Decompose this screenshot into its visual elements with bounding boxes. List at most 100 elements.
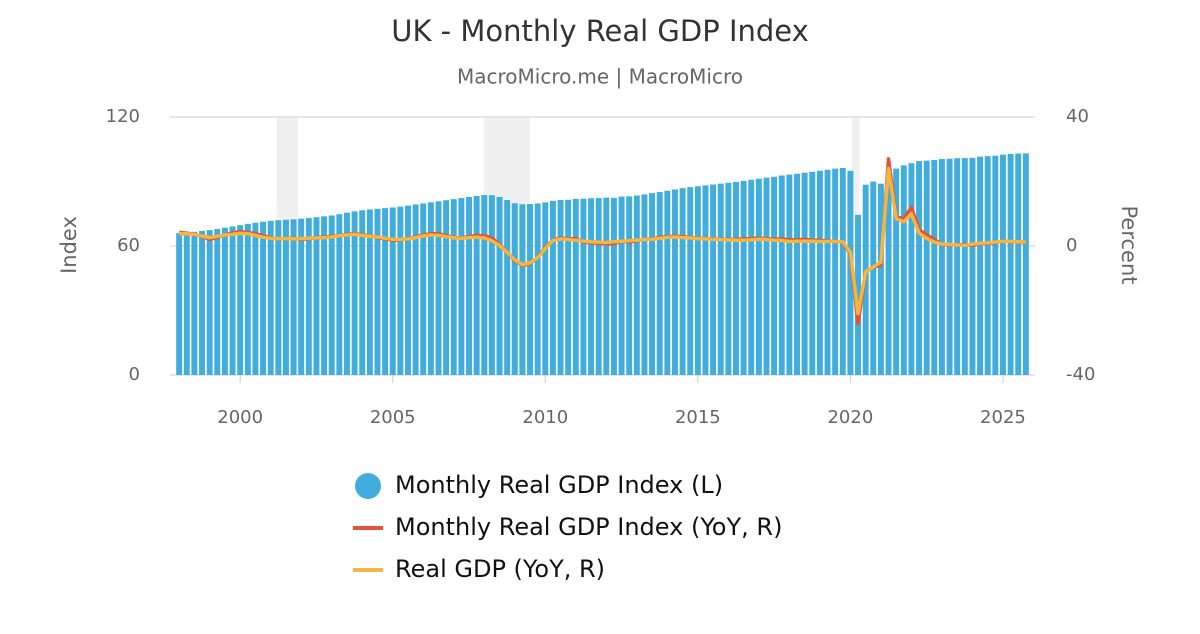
bar — [199, 230, 206, 375]
bar — [725, 182, 732, 375]
bar — [603, 197, 610, 375]
bar — [427, 202, 434, 375]
bar — [412, 204, 419, 375]
bar — [893, 168, 900, 375]
bar — [992, 155, 999, 375]
bar — [519, 204, 526, 375]
bar — [527, 204, 534, 375]
bar — [244, 223, 251, 375]
bar — [687, 187, 694, 375]
bar — [458, 198, 465, 375]
bar — [595, 198, 602, 375]
bar — [664, 190, 671, 375]
bar — [671, 189, 678, 375]
bar — [389, 207, 396, 375]
bar — [267, 220, 274, 375]
y2-tick-label: 40 — [1066, 106, 1089, 127]
bar — [961, 158, 968, 375]
bar — [282, 219, 289, 375]
y2-tick-label: 0 — [1066, 235, 1077, 256]
bar — [679, 188, 686, 375]
bar — [755, 178, 762, 375]
bar — [588, 198, 595, 375]
bar — [405, 205, 411, 375]
bar — [809, 171, 816, 375]
bar — [496, 196, 503, 375]
bar — [954, 158, 961, 375]
bar — [572, 198, 579, 375]
bar — [717, 183, 724, 375]
bar — [466, 196, 472, 375]
bar — [298, 218, 305, 375]
bar — [748, 179, 755, 375]
bar — [359, 210, 366, 375]
bar — [999, 154, 1006, 375]
y-tick-label: 120 — [106, 106, 140, 127]
bar — [252, 222, 259, 375]
bar — [305, 218, 312, 375]
bar — [984, 156, 991, 375]
bar — [183, 232, 190, 375]
bar — [313, 217, 320, 375]
bar — [290, 219, 297, 375]
legend-label: Monthly Real GDP Index (L) — [395, 471, 723, 499]
y2-tick-label: -40 — [1066, 364, 1095, 385]
bar — [923, 160, 930, 375]
x-tick-label: 2015 — [675, 407, 721, 428]
bar — [794, 173, 800, 375]
bar — [702, 185, 709, 375]
bar — [443, 200, 450, 375]
bar — [816, 170, 823, 375]
bar — [275, 220, 282, 375]
bar — [420, 203, 427, 375]
bar — [488, 195, 495, 375]
x-tick-label: 2005 — [370, 407, 416, 428]
bar — [877, 183, 884, 375]
bar — [450, 199, 457, 375]
bar — [710, 184, 717, 375]
bar — [900, 165, 907, 375]
legend-marker — [355, 473, 381, 499]
bar — [374, 208, 381, 375]
bar — [969, 157, 976, 375]
bar — [1022, 153, 1029, 375]
bar — [557, 199, 564, 375]
bar — [397, 206, 404, 375]
bar — [824, 169, 831, 375]
bar — [549, 200, 556, 375]
x-tick-label: 2010 — [522, 407, 568, 428]
bar — [328, 215, 335, 375]
chart-subtitle: MacroMicro.me | MacroMicro — [457, 65, 743, 89]
bar — [336, 214, 343, 375]
bar — [801, 172, 808, 375]
bar — [763, 177, 770, 375]
x-tick-label: 2025 — [980, 407, 1026, 428]
bar — [542, 202, 549, 375]
bar — [565, 199, 572, 375]
bar — [229, 226, 236, 375]
bar — [733, 181, 739, 375]
y2-axis-label: Percent — [1117, 205, 1141, 284]
bar — [214, 229, 221, 375]
bar — [885, 175, 892, 375]
bar — [260, 221, 267, 375]
chart-title: UK - Monthly Real GDP Index — [391, 14, 809, 48]
bar — [206, 230, 213, 375]
x-tick-label: 2020 — [827, 407, 873, 428]
bar — [618, 196, 625, 375]
bar — [694, 186, 701, 375]
bar — [740, 180, 747, 375]
bar — [931, 160, 938, 375]
bar — [580, 198, 587, 375]
bar — [916, 161, 923, 375]
bar — [847, 170, 854, 375]
bar — [343, 212, 350, 375]
bar — [649, 193, 656, 375]
bar — [1015, 153, 1022, 375]
bar — [481, 195, 488, 375]
bar — [610, 197, 617, 375]
bar — [908, 163, 915, 375]
bar — [504, 199, 511, 375]
legend-label: Monthly Real GDP Index (YoY, R) — [395, 513, 782, 541]
